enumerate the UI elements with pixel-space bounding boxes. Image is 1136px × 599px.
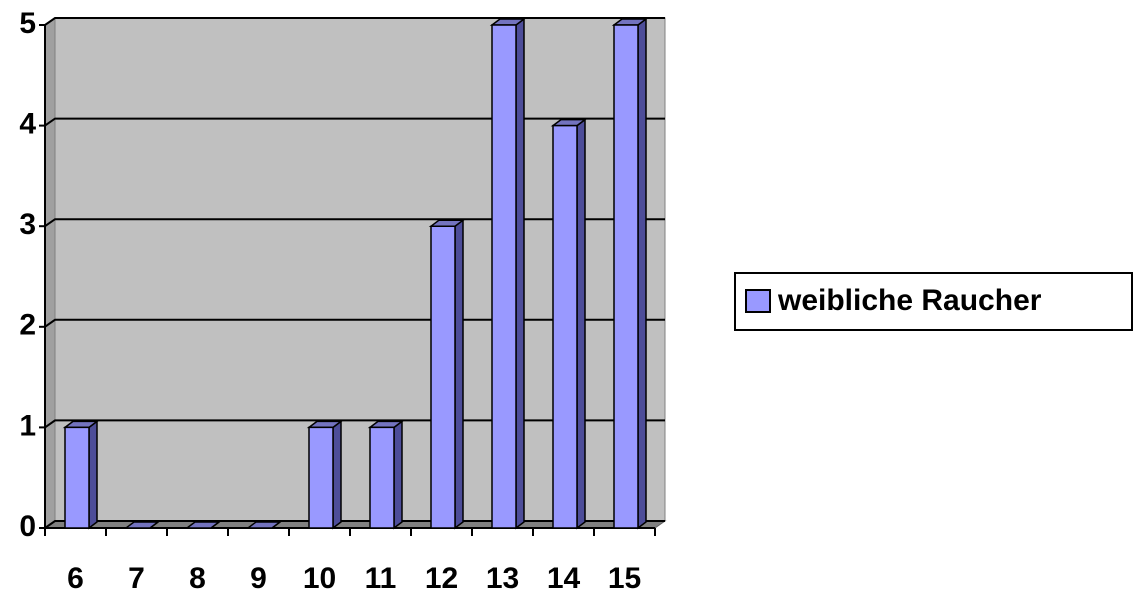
bar-front xyxy=(430,225,456,529)
grid-line xyxy=(44,17,665,26)
y-tick-label: 4 xyxy=(19,108,36,141)
x-tick-label: 14 xyxy=(547,562,581,595)
x-tick-label: 12 xyxy=(425,562,458,595)
bar-side xyxy=(88,419,98,530)
bar-top xyxy=(245,521,283,529)
y-tick-label: 3 xyxy=(19,208,36,241)
legend-swatch xyxy=(745,289,771,313)
side-wall xyxy=(44,17,56,529)
bar xyxy=(306,419,344,530)
bar xyxy=(123,521,161,529)
legend-label: weibliche Raucher xyxy=(777,284,1042,317)
y-tick-label: 1 xyxy=(19,409,36,442)
x-tick-label: 15 xyxy=(608,562,641,595)
bar-side xyxy=(515,17,525,530)
bar xyxy=(245,521,283,529)
x-tick-label: 7 xyxy=(128,562,145,595)
bar-front xyxy=(64,426,90,529)
bar xyxy=(62,419,100,530)
grid-line xyxy=(44,218,665,228)
bar xyxy=(611,17,649,530)
bar xyxy=(550,118,588,530)
bar-side xyxy=(576,118,586,530)
grid-line xyxy=(44,117,665,127)
x-tick-label: 10 xyxy=(303,562,336,595)
x-tick-label: 9 xyxy=(250,562,267,595)
legend xyxy=(734,272,1133,331)
y-tick-label: 0 xyxy=(19,510,36,543)
bar-side xyxy=(332,419,342,530)
bar-side xyxy=(637,17,647,530)
bar-top xyxy=(123,521,161,529)
x-tick-label: 13 xyxy=(486,562,519,595)
bar-front xyxy=(369,426,395,529)
x-tick-label: 8 xyxy=(189,562,206,595)
bar xyxy=(428,218,466,530)
bar xyxy=(184,521,222,529)
bar-front xyxy=(308,426,334,529)
bar xyxy=(367,419,405,530)
bar-front xyxy=(491,24,517,529)
y-tick-label: 2 xyxy=(19,309,36,342)
bar-top xyxy=(184,521,222,529)
y-tick-label: 5 xyxy=(19,7,36,40)
x-tick-label: 11 xyxy=(365,562,397,595)
bar-front xyxy=(613,24,639,529)
bar-front xyxy=(552,124,578,529)
bar xyxy=(489,17,527,530)
x-tick-label: 6 xyxy=(67,562,84,595)
bar-side xyxy=(454,218,464,530)
bar-side xyxy=(393,419,403,530)
